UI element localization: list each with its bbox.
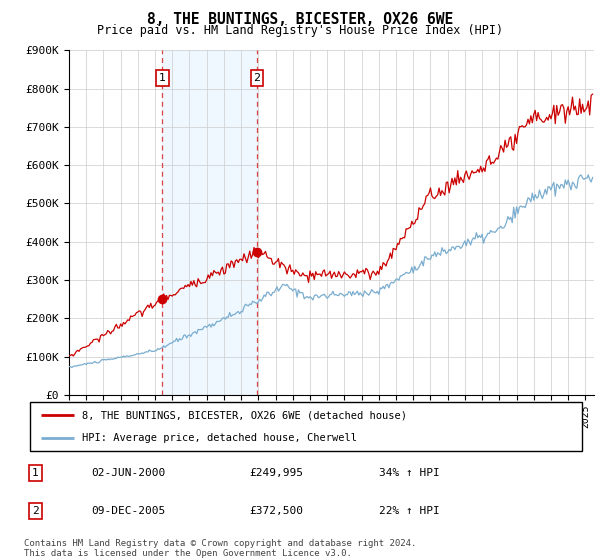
Text: 09-DEC-2005: 09-DEC-2005 bbox=[92, 506, 166, 516]
Text: 2: 2 bbox=[253, 73, 260, 83]
Text: 8, THE BUNTINGS, BICESTER, OX26 6WE (detached house): 8, THE BUNTINGS, BICESTER, OX26 6WE (det… bbox=[82, 410, 407, 421]
Text: 34% ↑ HPI: 34% ↑ HPI bbox=[379, 468, 440, 478]
Bar bbox=[162, 50, 257, 395]
Text: Price paid vs. HM Land Registry's House Price Index (HPI): Price paid vs. HM Land Registry's House … bbox=[97, 24, 503, 37]
Text: 02-JUN-2000: 02-JUN-2000 bbox=[92, 468, 166, 478]
Text: Contains HM Land Registry data © Crown copyright and database right 2024.
This d: Contains HM Land Registry data © Crown c… bbox=[24, 539, 416, 558]
Text: 1: 1 bbox=[159, 73, 166, 83]
Text: 22% ↑ HPI: 22% ↑ HPI bbox=[379, 506, 440, 516]
Text: 2: 2 bbox=[32, 506, 38, 516]
Text: £249,995: £249,995 bbox=[250, 468, 304, 478]
FancyBboxPatch shape bbox=[30, 402, 582, 451]
Text: 8, THE BUNTINGS, BICESTER, OX26 6WE: 8, THE BUNTINGS, BICESTER, OX26 6WE bbox=[147, 12, 453, 27]
Text: 1: 1 bbox=[32, 468, 38, 478]
Text: £372,500: £372,500 bbox=[250, 506, 304, 516]
Text: HPI: Average price, detached house, Cherwell: HPI: Average price, detached house, Cher… bbox=[82, 433, 358, 443]
